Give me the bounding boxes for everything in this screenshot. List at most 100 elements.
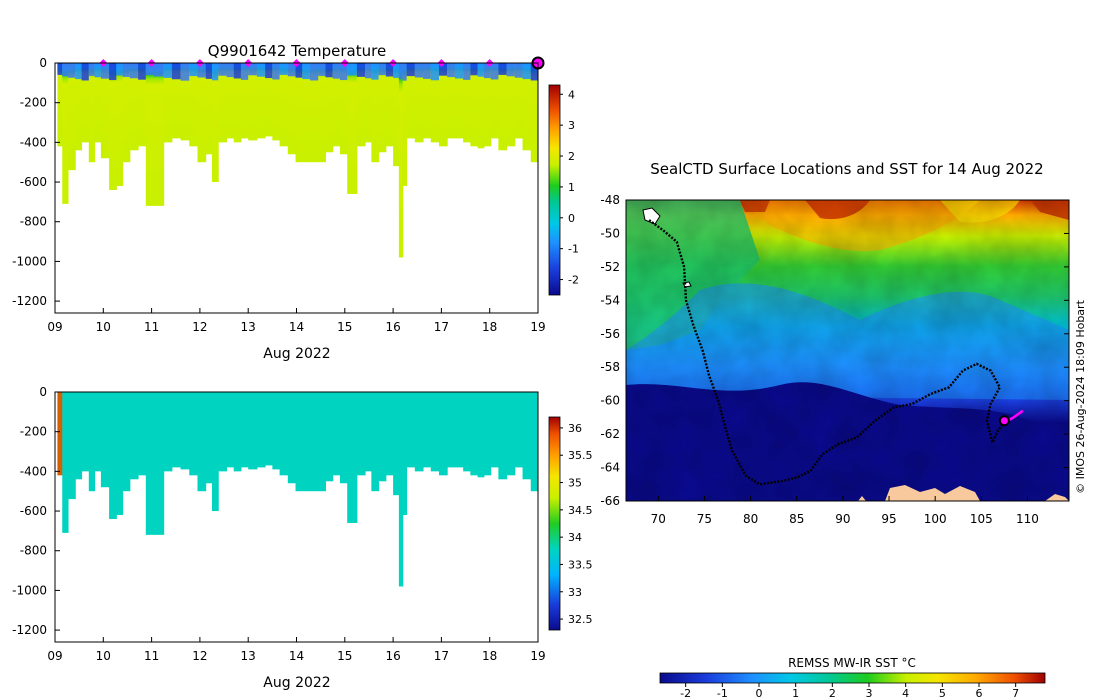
temperature-profile-column [470,63,479,147]
salinity-profile-column [100,392,110,488]
sst-colorbar-tick-label: 0 [756,687,763,700]
temperature-profile-column [332,63,341,147]
surface-cold-layer [233,63,242,79]
salinity-profile-column [378,392,387,482]
y-tick-label: -800 [20,544,47,558]
y-tick-label: -800 [20,215,47,229]
surface-cold-layer [522,63,532,80]
temperature-profile-column [94,63,102,143]
x-tick-label: 17 [434,320,449,334]
surface-cold-layer [154,63,165,77]
salinity-profile-column [279,392,289,476]
salinity-profile-column [287,392,297,484]
x-tick-label: 09 [47,320,62,334]
salinity-profile-column [318,392,326,492]
surface-cold-layer [109,63,117,81]
salinity-profile-column [385,392,394,476]
surface-cold-layer [378,63,387,76]
map-x-tick-label: 100 [924,512,947,526]
salinity-profile-column [332,392,341,476]
temperature-profile-column [406,63,416,139]
sst-colorbar-ticks: -2 -1 0 1 2 3 4 5 6 7 [680,683,1019,700]
temperature-colorbar [548,84,561,296]
surface-cold-layer [406,63,416,77]
surface-cold-layer [332,63,341,79]
salinity-x-label: Aug 2022 [263,675,330,691]
salinity-profile-column [129,392,139,480]
salinity-profile-column [218,392,227,472]
salinity-profile-column [94,392,102,472]
temperature-profile-column [385,63,394,147]
sst-colorbar [659,672,1046,684]
map-y-ticks: -48 -50 -52 -54 -56 -58 -60 -62 -64 -66 [600,193,1069,508]
salinity-profile-column [302,392,311,492]
temperature-profile-column [75,63,83,151]
surface-cold-layer [171,63,182,80]
surface-cold-layer [385,63,394,77]
surface-cold-layer [414,63,424,78]
surface-cold-layer [447,63,456,78]
surface-cold-layer [279,63,289,75]
salinity-profile-column [530,392,538,492]
y-tick-label: -400 [20,135,47,149]
y-tick-label: -400 [20,464,47,478]
x-tick-label: 19 [530,649,545,663]
latest-position-marker [998,415,1010,427]
salinity-profile-column [75,392,83,480]
map-y-tick-label: -50 [600,226,620,240]
temperature-profile-column [100,63,110,159]
surface-cold-layer [325,63,334,78]
x-tick-label: 12 [192,649,207,663]
temperature-profile-column [138,63,147,147]
temperature-profile-column [265,63,273,137]
salinity-profile-column [265,392,273,466]
temperature-profile-column [272,63,281,141]
salinity-profile-column [393,392,400,496]
salinity-profile-column [180,392,190,470]
y-tick-label: -1000 [12,583,47,597]
surface-cold-layer [68,63,76,78]
temperature-profile-column [522,63,532,151]
temperature-profile-column [447,63,456,139]
surface-cold-layer [483,63,492,79]
salinity-profile-column [347,392,358,523]
temperature-profile-column [218,63,227,143]
salinity-colorbar-ticks: 32.5 33 33.5 34 34.5 35 35.5 36 [560,422,593,626]
salinity-profile-column [248,392,258,470]
surface-cold-layer [248,63,258,76]
temperature-profile-column [310,63,319,163]
surface-cold-layer [506,63,516,77]
temperature-profile-column [279,63,289,147]
salinity-profile-column [256,392,266,468]
sst-colorbar-tick-label: 5 [939,687,946,700]
x-tick-label: 10 [96,649,111,663]
map-y-tick-label: -52 [600,260,620,274]
colorbar-tick-label: 35 [568,477,582,490]
y-tick-label: -200 [20,96,47,110]
salinity-profile-column [438,392,448,476]
temperature-profile-column [248,63,258,141]
surface-cold-layer [272,63,281,80]
temperature-profile-column [197,63,207,163]
colorbar-tick-label: 33 [568,586,582,599]
temperature-profiles [57,63,538,258]
surface-cold-layer [180,63,190,81]
surface-cold-layer [256,63,266,77]
map-x-tick-label: 110 [1016,512,1039,526]
salinity-profile-column [57,392,63,476]
temperature-profile-column [398,63,404,258]
surface-cold-layer [454,63,464,79]
sst-colorbar-tick-label: -2 [680,687,691,700]
temperature-profile-column [414,63,424,143]
temperature-profile-column [171,63,182,139]
sst-colorbar-tick-label: 4 [902,687,909,700]
surface-cold-layer [402,63,408,81]
map-y-tick-label: -62 [600,427,620,441]
temperature-profile-column [109,63,117,190]
surface-cold-layer [75,63,83,80]
surface-cold-layer [94,63,102,78]
temperature-profile-column [189,63,198,147]
salinity-profile-column [138,392,147,476]
x-tick-label: 16 [385,320,400,334]
